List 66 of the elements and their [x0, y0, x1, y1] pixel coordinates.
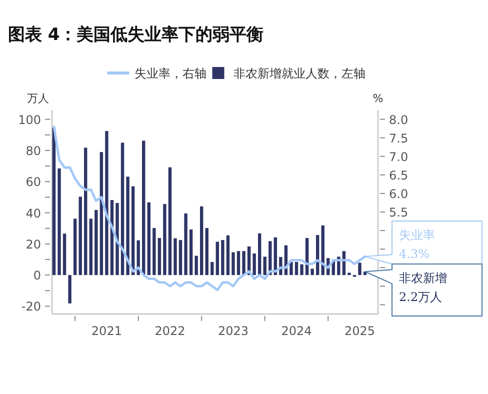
annotation: 非农新增 2.2万人 — [399, 271, 447, 304]
bar — [216, 242, 220, 276]
bar — [147, 202, 150, 276]
bar — [163, 204, 166, 276]
bar — [142, 140, 146, 276]
bar — [258, 233, 262, 276]
bar — [158, 238, 162, 276]
bar — [348, 272, 351, 276]
bar — [116, 202, 119, 276]
y-tick-label: 0 — [33, 268, 41, 283]
legend-label: 失业率，右轴 — [134, 66, 206, 80]
y2-axis-title: % — [372, 92, 384, 105]
y-tick-label: -20 — [21, 300, 41, 314]
legend-label: 非农新增就业人数，左轴 — [233, 66, 366, 80]
y2-tick-label: 8.0 — [389, 112, 408, 127]
y2-tick-label: 6.0 — [389, 186, 408, 201]
x-tick-label: 2025 — [344, 324, 376, 338]
bar — [184, 213, 188, 276]
bar — [205, 228, 208, 276]
y2-tick-label: 7.5 — [389, 131, 408, 146]
bar — [89, 218, 92, 276]
bar — [105, 131, 108, 276]
bar — [263, 256, 266, 276]
x-tick-label: 2023 — [218, 324, 249, 338]
bar — [252, 253, 256, 276]
bar — [294, 262, 298, 276]
bar — [78, 196, 82, 276]
y-tick-label: 100 — [18, 112, 41, 127]
y2-tick-label: 5.5 — [389, 206, 408, 220]
bar — [290, 262, 293, 276]
y-tick-label: 20 — [26, 237, 41, 252]
annotation: 失业率 4.3% — [399, 228, 435, 261]
bar — [168, 167, 172, 276]
bar — [242, 251, 246, 276]
bar — [120, 142, 124, 276]
x-tick-label: 2022 — [154, 324, 186, 338]
bar — [226, 235, 230, 276]
bar — [174, 238, 177, 276]
y2-tick-label: 6.5 — [389, 168, 408, 182]
x-tick-label: 2024 — [281, 324, 312, 338]
x-tick-label: 2021 — [91, 324, 122, 338]
y-tick-label: 60 — [26, 175, 41, 190]
bar — [358, 262, 362, 276]
bar — [221, 240, 224, 276]
y-tick-label: 40 — [26, 206, 41, 220]
bar — [300, 264, 304, 276]
bar — [310, 268, 314, 276]
bar — [94, 210, 98, 276]
bar — [73, 218, 77, 276]
bar — [68, 275, 72, 304]
bar — [232, 252, 235, 276]
bar — [126, 176, 130, 276]
bar — [84, 148, 88, 276]
bar — [58, 168, 61, 276]
y-axis-title: 万人 — [27, 92, 49, 105]
y2-tick-label: 7.0 — [389, 150, 408, 164]
bar — [210, 262, 214, 276]
bar — [152, 228, 156, 276]
bar — [236, 251, 240, 276]
bar — [194, 256, 198, 276]
bar — [178, 240, 182, 276]
bar — [62, 234, 66, 276]
y-tick-label: 80 — [26, 144, 41, 158]
bar — [189, 229, 193, 276]
bar — [200, 206, 204, 276]
chart-title: 图表 4：美国低失业率下的弱平衡 — [8, 25, 264, 45]
